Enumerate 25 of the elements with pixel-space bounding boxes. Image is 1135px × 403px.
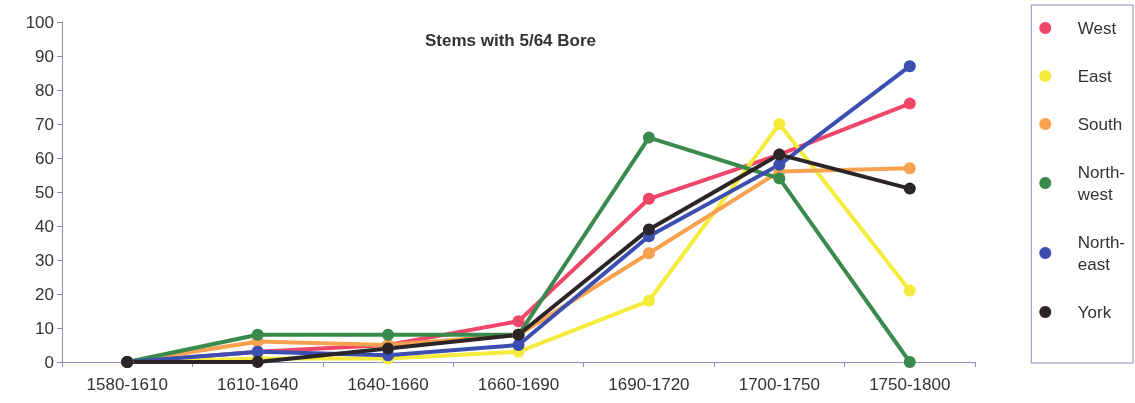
legend-label: York xyxy=(1077,302,1112,322)
y-tick-label: 90 xyxy=(35,46,54,66)
legend-label: South xyxy=(1077,114,1123,134)
y-tick-label: 50 xyxy=(35,182,54,202)
y-tick-label: 20 xyxy=(35,284,54,304)
y-tick-label: 10 xyxy=(35,318,54,338)
legend-label: North-west xyxy=(1076,162,1125,204)
y-tick-label: 100 xyxy=(25,12,54,32)
x-tick-label: 1700-1750 xyxy=(738,375,821,394)
y-tick-label: 40 xyxy=(35,216,54,236)
legend-label: East xyxy=(1077,66,1113,86)
y-tick-label: 0 xyxy=(44,352,54,372)
y-tick-label: 60 xyxy=(35,148,54,168)
y-tick-label: 30 xyxy=(35,250,54,270)
x-tick-label: 1640-1660 xyxy=(347,375,429,394)
x-tick-label: 1750-1800 xyxy=(869,375,951,394)
text: Stems with 5/64 Bore xyxy=(425,31,597,50)
y-tick-label: 70 xyxy=(35,114,54,134)
legend-label: North-east xyxy=(1077,232,1125,274)
y-tick-label: 80 xyxy=(35,80,54,100)
x-tick-label: 1660-1690 xyxy=(477,375,560,394)
x-tick-label: 1580-1610 xyxy=(86,375,168,394)
x-tick-label: 1690-1720 xyxy=(608,375,690,394)
legend-label: West xyxy=(1077,18,1117,38)
x-tick-label: 1610-1640 xyxy=(216,375,299,394)
